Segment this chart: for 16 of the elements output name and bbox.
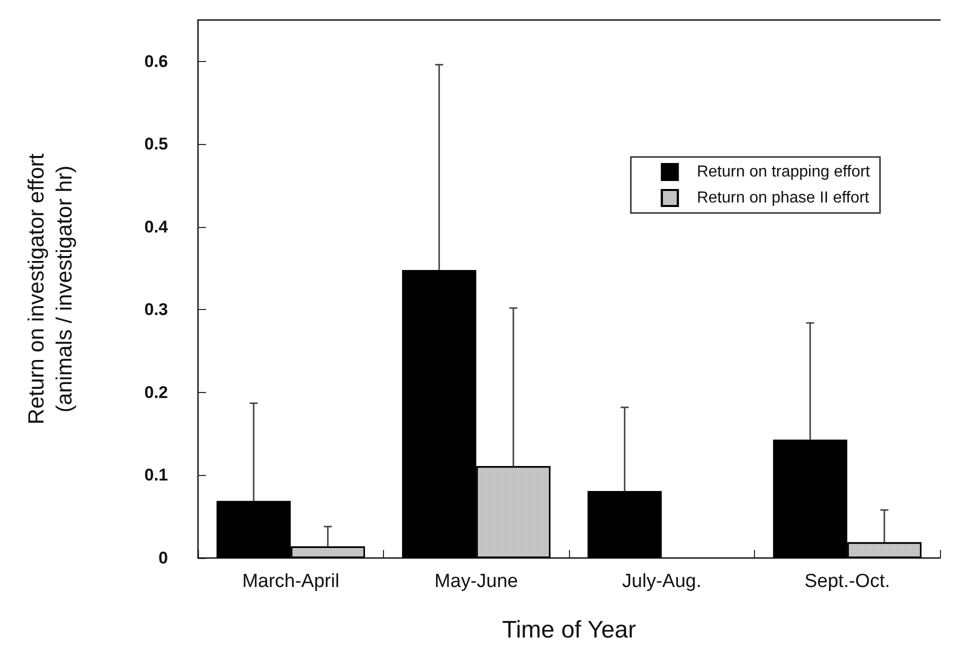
x-tick-label: Sept.-Oct. xyxy=(804,571,890,592)
x-tick-label: July-Aug. xyxy=(622,571,702,592)
y-axis-title: Return on investigator effort (animals / investigator hr) xyxy=(24,153,76,425)
x-tick-label: March-April xyxy=(242,571,340,592)
y-tick-label: 0.6 xyxy=(144,52,168,71)
y-tick-label: 0.2 xyxy=(144,382,168,402)
y-tick-label: 0.5 xyxy=(144,134,168,154)
y-tick-label: 0.4 xyxy=(144,217,169,236)
x-axis-title: Time of Year xyxy=(502,616,636,644)
legend-label: Return on trapping effort xyxy=(696,164,871,180)
legend-label: Return on phase II effort xyxy=(696,190,870,206)
x-tick-label: May-June xyxy=(434,571,518,592)
y-tick-label: 0.1 xyxy=(144,466,168,485)
y-tick-label: 0.3 xyxy=(144,300,168,320)
bar xyxy=(588,490,662,558)
y-tick-label: 0 xyxy=(158,548,168,568)
